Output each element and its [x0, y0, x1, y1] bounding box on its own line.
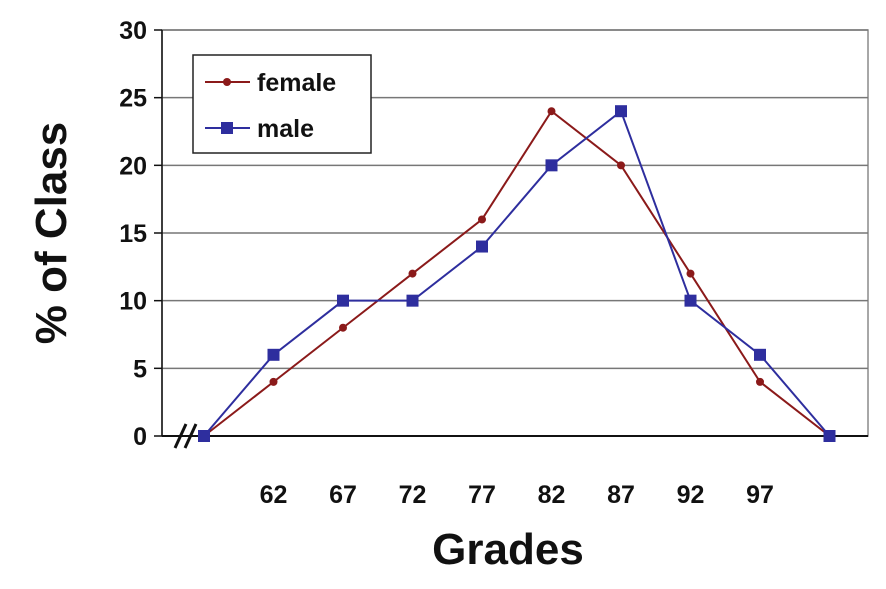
y-tick-label: 25 — [119, 85, 147, 113]
legend-male-label: male — [257, 115, 314, 143]
data-point-male — [476, 240, 488, 253]
x-tick-label: 67 — [329, 481, 357, 509]
y-tick-label: 30 — [119, 17, 147, 45]
legend-female-label: female — [257, 69, 336, 97]
x-tick-labels: 62 67 72 77 82 87 92 97 — [260, 481, 774, 509]
axis-break-mark — [183, 423, 198, 449]
y-tick-label: 0 — [133, 423, 147, 451]
legend: female male — [192, 54, 372, 154]
axis-break-mark — [173, 423, 188, 449]
data-point-male — [684, 294, 697, 307]
y-tick-label: 15 — [119, 220, 147, 248]
data-point-male — [823, 430, 836, 442]
x-tick-label: 82 — [538, 481, 566, 509]
data-point-female — [756, 377, 764, 386]
data-point-female — [269, 377, 278, 386]
data-point-male — [406, 294, 419, 307]
data-point-female — [547, 107, 556, 116]
data-point-male — [198, 430, 210, 442]
x-tick-label: 72 — [399, 481, 427, 509]
series-layer — [198, 105, 836, 442]
data-point-male — [545, 159, 558, 172]
data-point-female — [617, 161, 625, 170]
data-point-male — [337, 294, 349, 307]
y-tick-label: 5 — [133, 355, 147, 383]
axes — [161, 30, 868, 449]
data-point-male — [615, 105, 627, 118]
x-tick-label: 87 — [607, 481, 635, 509]
x-axis-title: Grades — [432, 525, 584, 574]
series-line-male — [203, 109, 831, 437]
data-point-female — [478, 215, 486, 224]
data-point-female — [686, 269, 695, 278]
y-tick-labels: 0 5 10 15 20 25 30 — [119, 17, 162, 451]
data-point-female — [408, 269, 417, 278]
data-point-male — [754, 348, 766, 361]
legend-box — [192, 54, 372, 154]
y-tick-label: 20 — [119, 152, 147, 180]
data-point-female — [339, 323, 347, 332]
series-male — [198, 105, 836, 442]
x-tick-label: 92 — [677, 481, 705, 509]
x-tick-label: 62 — [260, 481, 288, 509]
x-tick-label: 97 — [746, 481, 774, 509]
y-tick-label: 10 — [119, 288, 147, 316]
x-tick-label: 77 — [468, 481, 496, 509]
data-point-male — [267, 348, 280, 361]
legend-female-swatch-marker — [223, 78, 231, 86]
y-axis-title: % of Class — [27, 122, 76, 345]
legend-male-swatch-marker — [221, 122, 233, 134]
